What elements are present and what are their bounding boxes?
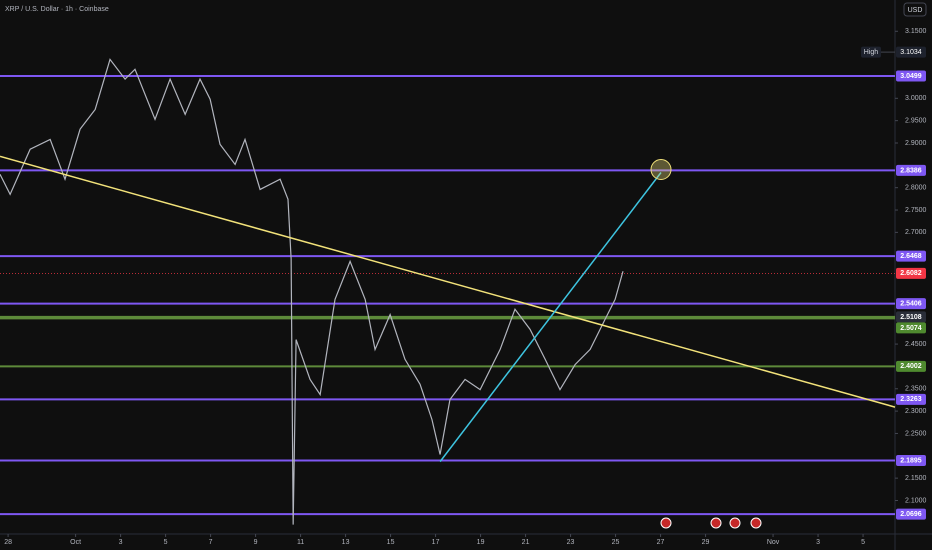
currency-label[interactable]: USD: [908, 7, 923, 14]
target-marker: [650, 158, 672, 180]
current-price-label: 2.6082: [900, 270, 922, 277]
level-label-box: [896, 250, 926, 262]
x-tick-label: 9: [254, 539, 258, 546]
event-icon[interactable]: [729, 517, 741, 529]
level-label-box: [896, 508, 926, 520]
trend-line: [439, 172, 662, 463]
x-tick-label: 11: [297, 539, 304, 546]
level-label: 2.4002: [900, 363, 922, 370]
level-label: 3.0499: [900, 73, 922, 80]
x-tick-label: 17: [432, 539, 440, 546]
level-label: 2.3263: [900, 396, 922, 403]
level-label-box: [896, 360, 926, 372]
event-icon[interactable]: [660, 517, 672, 529]
x-tick-label: 13: [342, 539, 350, 546]
y-tick-label: 2.1000: [905, 497, 927, 504]
x-tick-label: 27: [657, 539, 665, 546]
x-tick-label: Oct: [70, 539, 81, 546]
y-tick-label: 2.4500: [905, 341, 927, 348]
event-icon[interactable]: [750, 517, 762, 529]
price-labels: 3.0499 2.8386 2.6468 2.5406 2.5108 2.5074 2.40…: [861, 46, 926, 520]
y-tick-label: 2.7500: [905, 207, 927, 214]
x-tick-label: 23: [567, 539, 575, 546]
event-icons: [660, 517, 762, 529]
level-label-box: [896, 393, 926, 405]
x-tick-label: 29: [702, 539, 710, 546]
x-tick-label: 19: [477, 539, 485, 546]
level-label: 2.8386: [900, 167, 922, 174]
plot-area: [0, 58, 896, 525]
x-tick-label: 3: [816, 539, 820, 546]
y-tick-label: 2.2500: [905, 430, 927, 437]
currency-button[interactable]: [903, 2, 927, 17]
y-tick-label: 2.9000: [905, 140, 927, 147]
level-label-box: [896, 164, 926, 176]
y-tick-label: 2.9500: [905, 117, 927, 124]
x-tick-label: 5: [861, 539, 865, 546]
level-label: 2.6468: [900, 253, 922, 260]
level-label-box: [896, 298, 926, 310]
x-tick-label: Nov: [767, 539, 780, 546]
level-label-box: [896, 70, 926, 82]
level-label-box: [896, 322, 926, 334]
y-tick-label: 2.3000: [905, 408, 927, 415]
high-label: High: [864, 49, 879, 56]
y-tick-label: 2.7000: [905, 229, 927, 236]
trend-line: [0, 155, 896, 408]
x-tick-label: 25: [612, 539, 620, 546]
price-line: [0, 58, 624, 525]
high-value: 3.1034: [900, 49, 922, 56]
current-price-label-box: [896, 267, 926, 279]
event-icon[interactable]: [710, 517, 722, 529]
x-tick-label: 21: [522, 539, 530, 546]
level-label: 2.5074: [900, 325, 922, 332]
y-tick-label: 2.8000: [905, 185, 927, 192]
level-label: 2.5406: [900, 300, 922, 307]
y-tick-label: 2.1500: [905, 475, 927, 482]
x-tick-label: 28: [4, 539, 12, 546]
high-value-box: [896, 46, 926, 58]
level-label: 2.0696: [900, 511, 922, 518]
x-tick-label: 3: [119, 539, 123, 546]
x-tick-label: 15: [387, 539, 395, 546]
level-label: 2.1895: [900, 457, 922, 464]
level-label-box: [896, 454, 926, 466]
level-label-box: [896, 311, 926, 323]
x-tick-label: 7: [209, 539, 213, 546]
x-tick-label: 5: [164, 539, 168, 546]
level-label: 2.5108: [900, 314, 922, 321]
y-tick-label: 3.1500: [905, 28, 927, 35]
chart-title: XRP / U.S. Dollar · 1h · Coinbase: [5, 6, 109, 13]
y-tick-label: 2.3500: [905, 386, 927, 393]
high-box: [861, 46, 881, 58]
y-tick-label: 3.0000: [905, 95, 927, 102]
